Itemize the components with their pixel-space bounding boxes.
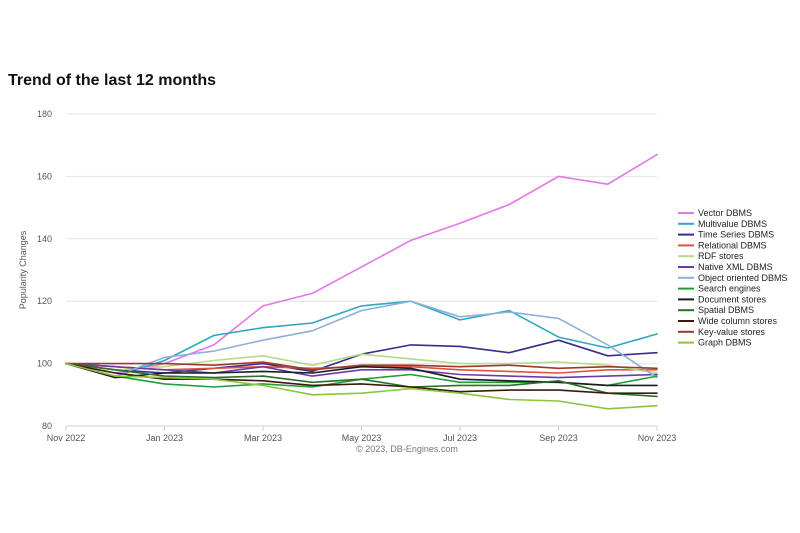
x-tick-label: Nov 2023 (638, 433, 677, 443)
series-line[interactable] (65, 362, 658, 395)
series-line[interactable] (65, 153, 658, 374)
series-layer (65, 153, 658, 410)
axis-layer: 80 100 120 140 160 180 Nov 2022 Jan 2023 Mar 202… (37, 109, 676, 443)
legend-item[interactable]: Wide column stores (678, 316, 778, 326)
legend-item[interactable]: Key-value stores (678, 327, 766, 337)
legend-item[interactable]: Multivalue DBMS (678, 219, 767, 229)
series-line[interactable] (65, 300, 658, 377)
legend-label: RDF stores (698, 251, 744, 261)
y-tick-label: 160 (37, 171, 52, 181)
series-line[interactable] (65, 362, 658, 387)
x-tick-label: Mar 2023 (244, 433, 282, 443)
series-line[interactable] (65, 353, 658, 374)
y-tick-label: 120 (37, 296, 52, 306)
y-tick-label: 180 (37, 109, 52, 119)
legend-label: Search engines (698, 284, 761, 294)
series-line[interactable] (65, 300, 658, 379)
y-tick-label: 80 (42, 421, 52, 431)
legend-label: Relational DBMS (698, 240, 767, 250)
legend-item[interactable]: Document stores (678, 294, 767, 304)
y-axis-title: Popularity Changes (18, 230, 28, 309)
legend-label: Spatial DBMS (698, 305, 754, 315)
series-line[interactable] (65, 362, 658, 379)
legend-label: Object oriented DBMS (698, 273, 788, 283)
legend-label: Graph DBMS (698, 338, 752, 348)
chart-title: Trend of the last 12 months (8, 72, 217, 89)
x-tick-label: Nov 2022 (47, 433, 86, 443)
x-tick-label: Jul 2023 (443, 433, 477, 443)
legend-item[interactable]: Object oriented DBMS (678, 273, 788, 283)
legend-label: Time Series DBMS (698, 230, 774, 240)
x-tick-label: May 2023 (342, 433, 382, 443)
series-line[interactable] (65, 362, 658, 398)
legend-item[interactable]: Time Series DBMS (678, 230, 774, 240)
legend-label: Native XML DBMS (698, 262, 773, 272)
y-tick-label: 140 (37, 234, 52, 244)
legend-item[interactable]: Relational DBMS (678, 240, 767, 250)
legend-label: Document stores (698, 294, 767, 304)
legend-label: Wide column stores (698, 316, 778, 326)
legend-item[interactable]: Search engines (678, 284, 761, 294)
legend-item[interactable]: RDF stores (678, 251, 744, 261)
legend-item[interactable]: Spatial DBMS (678, 305, 754, 315)
x-tick-label: Sep 2023 (539, 433, 578, 443)
x-tick-label: Jan 2023 (146, 433, 183, 443)
legend-item[interactable]: Vector DBMS (678, 208, 752, 218)
legend-item[interactable]: Graph DBMS (678, 338, 752, 348)
series-line[interactable] (65, 361, 658, 371)
legend-label: Multivalue DBMS (698, 219, 767, 229)
series-line[interactable] (65, 362, 658, 410)
y-tick-label: 100 (37, 359, 52, 369)
legend-label: Key-value stores (698, 327, 766, 337)
legend-item[interactable]: Native XML DBMS (678, 262, 773, 272)
legend-label: Vector DBMS (698, 208, 752, 218)
credits-text[interactable]: © 2023, DB-Engines.com (356, 444, 458, 454)
